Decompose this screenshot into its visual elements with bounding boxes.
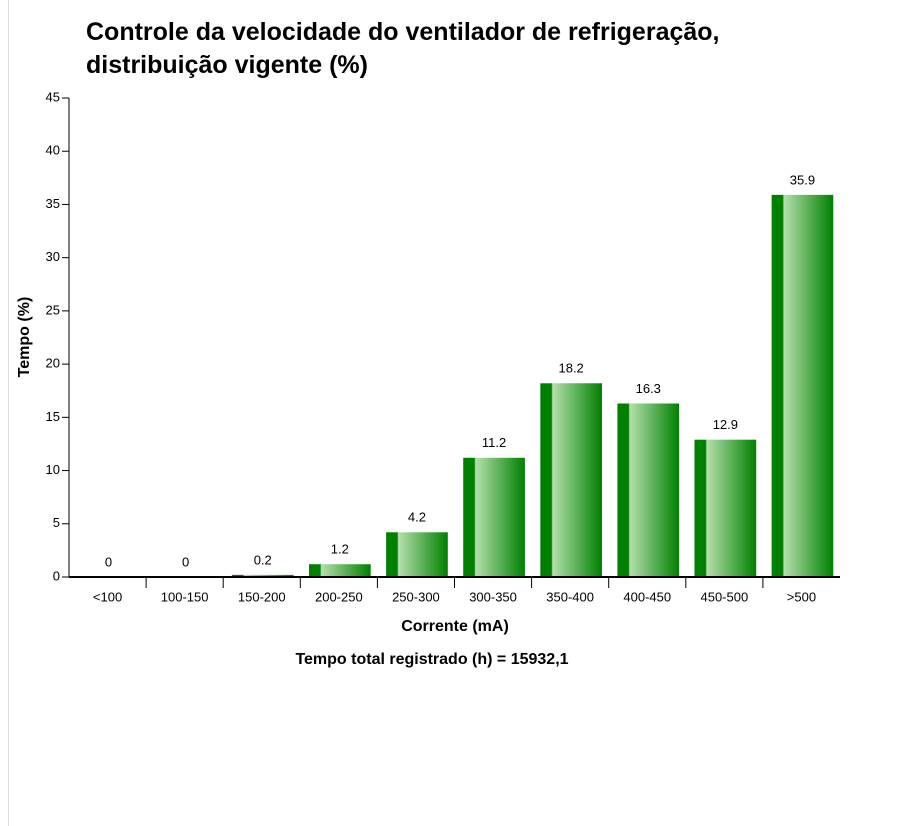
chart-title: Controle da velocidade do ventilador de … — [86, 18, 720, 79]
footnote: Tempo total registrado (h) = 15932,1 — [295, 651, 568, 668]
y-tick-label: 5 — [53, 515, 60, 530]
x-tick-label: >500 — [787, 589, 816, 604]
x-tick-label: 200-250 — [315, 589, 363, 604]
x-tick-label: <100 — [93, 589, 122, 604]
bar — [309, 564, 371, 577]
bar — [617, 403, 680, 577]
page: Controle da velocidade do ventilador de … — [8, 0, 909, 826]
x-tick-label: 150-200 — [238, 589, 286, 604]
x-tick-label: 350-400 — [546, 589, 594, 604]
value-label: 1.2 — [331, 542, 349, 557]
value-label: 0 — [182, 554, 189, 569]
bar — [231, 574, 294, 577]
x-tick-label: 250-300 — [392, 589, 440, 604]
y-tick-label: 10 — [46, 462, 60, 477]
bar — [694, 439, 757, 577]
y-axis-label: Tempo (%) — [16, 297, 33, 378]
y-tick-label: 40 — [46, 143, 60, 158]
y-tick-label: 20 — [46, 356, 60, 371]
bar — [386, 532, 448, 577]
value-label: 35.9 — [790, 172, 815, 187]
y-tick-label: 45 — [46, 89, 60, 104]
y-tick-label: 15 — [46, 409, 60, 424]
value-label: 0 — [105, 554, 112, 569]
x-tick-label: 300-350 — [469, 589, 517, 604]
bar — [463, 457, 525, 577]
x-tick-label: 400-450 — [623, 589, 671, 604]
x-axis-label: Corrente (mA) — [401, 618, 509, 635]
y-tick-label: 25 — [46, 302, 60, 317]
y-tick-label: 35 — [46, 196, 60, 211]
y-tick-label: 0 — [53, 568, 60, 583]
value-label: 18.2 — [558, 361, 583, 376]
value-label: 11.2 — [482, 435, 506, 450]
x-tick-label: 100-150 — [161, 589, 209, 604]
value-label: 16.3 — [636, 381, 661, 396]
bar — [771, 194, 834, 577]
bar — [540, 383, 602, 577]
value-label: 4.2 — [408, 510, 426, 525]
value-label: 12.9 — [713, 417, 738, 432]
value-label: 0.2 — [254, 552, 272, 567]
x-tick-label: 450-500 — [700, 589, 748, 604]
y-tick-label: 30 — [46, 249, 60, 264]
